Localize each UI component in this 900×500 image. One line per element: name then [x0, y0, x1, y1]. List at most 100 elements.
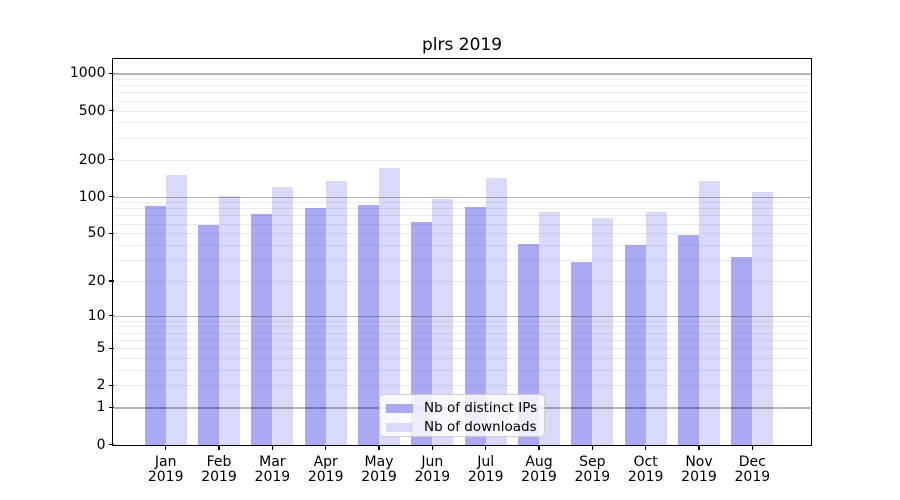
y-tick-label-5: 5 [96, 340, 106, 357]
plot-area [113, 59, 811, 445]
x-tick-label-apr: Apr 2019 [307, 453, 344, 485]
gridline-minor-200 [113, 159, 811, 161]
y-tick-label-2: 2 [96, 377, 106, 394]
y-tick-label-500: 500 [78, 102, 106, 119]
y-tick-mark-50 [108, 232, 114, 234]
x-tick-mark-jun [431, 444, 433, 450]
x-tick-label-may: May 2019 [361, 453, 397, 485]
y-tick-mark-1 [108, 406, 114, 408]
bar-nb-of-distinct-ips-dec [731, 256, 753, 445]
bar-nb-of-downloads-dec [752, 191, 774, 445]
bar-nb-of-downloads-mar [272, 187, 294, 445]
legend: Nb of distinct IPs Nb of downloads [379, 394, 545, 437]
legend-swatch-downloads [386, 423, 413, 432]
x-tick-mark-nov [698, 444, 700, 450]
gridline-minor-800 [113, 85, 811, 87]
x-tick-label-mar: Mar 2019 [254, 453, 291, 485]
x-tick-mark-oct [645, 444, 647, 450]
y-tick-label-20: 20 [87, 272, 106, 289]
x-tick-mark-sep [591, 444, 593, 450]
y-tick-label-50: 50 [87, 225, 106, 242]
y-tick-mark-500 [108, 109, 114, 112]
x-tick-mark-apr [325, 444, 327, 450]
bar-nb-of-downloads-nov [699, 181, 720, 445]
gridline-minor-300 [113, 137, 811, 139]
gridline-minor-7 [113, 332, 811, 334]
legend-label-downloads: Nb of downloads [424, 419, 537, 435]
y-tick-mark-10 [108, 315, 114, 317]
gridline-minor-8 [113, 326, 811, 328]
x-tick-label-nov: Nov 2019 [681, 453, 717, 485]
y-tick-label-0: 0 [96, 436, 106, 453]
gridline-minor-4 [113, 358, 811, 360]
x-tick-label-oct: Oct 2019 [627, 453, 664, 485]
y-tick-label-1: 1 [96, 399, 106, 416]
bar-nb-of-downloads-jun [432, 199, 454, 445]
x-tick-mark-jan [165, 444, 167, 450]
y-tick-label-100: 100 [78, 188, 106, 205]
bar-nb-of-downloads-jan [165, 174, 187, 445]
x-tick-mark-mar [271, 444, 273, 450]
x-tick-mark-dec [751, 444, 753, 450]
bar-nb-of-downloads-sep [592, 217, 614, 445]
bar-nb-of-distinct-ips-mar [251, 214, 273, 445]
x-tick-label-jan: Jan 2019 [147, 453, 184, 485]
gridline-minor-600 [113, 100, 811, 102]
gridline-minor-9 [113, 320, 811, 322]
bar-nb-of-distinct-ips-apr [304, 208, 326, 445]
x-tick-mark-may [378, 444, 380, 450]
gridline-minor-20 [113, 280, 811, 282]
gridline-major-10 [113, 315, 811, 317]
bar-nb-of-distinct-ips-jul [464, 207, 486, 445]
y-tick-label-200: 200 [78, 151, 106, 168]
bar-nb-of-downloads-may [379, 167, 401, 445]
bar-nb-of-downloads-feb [219, 196, 241, 445]
y-tick-mark-200 [108, 158, 114, 161]
gridline-minor-700 [113, 92, 811, 94]
x-tick-label-feb: Feb 2019 [201, 453, 237, 485]
bar-nb-of-downloads-oct [645, 211, 667, 445]
bar-nb-of-downloads-jul [485, 177, 507, 445]
x-tick-mark-jul [485, 444, 487, 450]
gridline-major-1000 [113, 73, 811, 75]
chart-title: plrs 2019 [421, 35, 503, 55]
bar-nb-of-distinct-ips-feb [198, 225, 220, 445]
x-tick-label-dec: Dec 2019 [734, 453, 771, 485]
gridline-minor-5 [113, 348, 811, 350]
bar-nb-of-distinct-ips-nov [678, 235, 699, 445]
bar-nb-of-distinct-ips-jun [411, 221, 433, 445]
gridline-minor-70 [113, 215, 811, 217]
gridline-minor-30 [113, 260, 811, 262]
bar-nb-of-downloads-apr [325, 180, 347, 445]
bar-nb-of-distinct-ips-may [358, 204, 380, 445]
gridline-minor-50 [113, 233, 811, 235]
gridline-major-100 [113, 196, 811, 198]
gridline-minor-80 [113, 208, 811, 210]
x-tick-label-jun: Jun 2019 [414, 453, 451, 485]
y-tick-mark-0 [108, 443, 114, 446]
gridline-minor-400 [113, 122, 811, 124]
y-tick-mark-5 [108, 347, 114, 349]
x-tick-label-aug: Aug 2019 [521, 453, 557, 485]
legend-swatch-distinct-ips [386, 403, 413, 413]
gridline-minor-500 [113, 110, 811, 112]
y-tick-mark-20 [108, 280, 114, 282]
gridline-minor-60 [113, 223, 811, 225]
y-tick-mark-1000 [108, 72, 114, 74]
y-tick-mark-100 [108, 195, 114, 198]
gridline-minor-90 [113, 202, 811, 204]
x-tick-mark-feb [218, 444, 220, 450]
gridline-minor-40 [113, 244, 811, 246]
y-tick-label-1000: 1000 [69, 65, 106, 82]
bar-nb-of-distinct-ips-sep [571, 261, 593, 445]
legend-label-distinct-ips: Nb of distinct IPs [424, 399, 538, 416]
bar-nb-of-distinct-ips-oct [624, 245, 646, 445]
y-tick-label-10: 10 [87, 307, 106, 324]
gridline-minor-2 [113, 385, 811, 387]
gridline-minor-6 [113, 339, 811, 341]
x-tick-label-jul: Jul 2019 [467, 453, 504, 485]
bar-nb-of-distinct-ips-jan [144, 205, 166, 445]
y-tick-mark-2 [108, 384, 114, 387]
bar-nb-of-downloads-aug [539, 211, 560, 445]
